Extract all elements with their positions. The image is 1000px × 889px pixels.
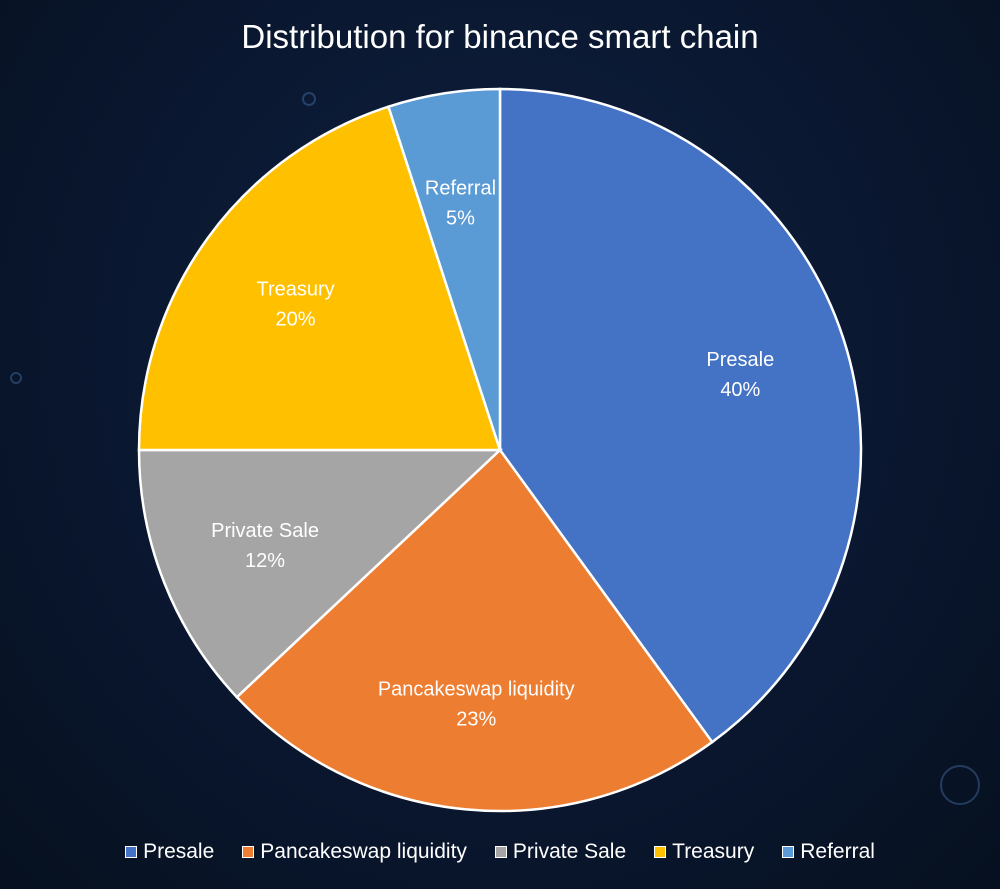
legend-item: Referral <box>782 840 875 864</box>
legend-item: Pancakeswap liquidity <box>242 840 467 864</box>
slice-value-label: 20% <box>276 308 316 330</box>
pie-slice-pancakeswap-liquidity <box>235 448 714 813</box>
slice-category-label: Presale <box>706 349 774 371</box>
slice-category-label: Referral <box>425 177 496 199</box>
chart-legend: Presale Pancakeswap liquidity Private Sale… <box>0 840 1000 864</box>
slice-value-label: 23% <box>456 709 496 731</box>
slice-category-label: Private Sale <box>211 520 319 542</box>
slice-category-label: Pancakeswap liquidity <box>378 679 575 701</box>
legend-item: Private Sale <box>494 840 627 864</box>
legend-swatch <box>782 846 795 858</box>
slice-value-label: 12% <box>245 550 285 572</box>
background-bubble <box>10 372 22 384</box>
slice-value-label: 40% <box>720 379 760 401</box>
legend-label: Referral <box>800 840 875 863</box>
legend-swatch <box>125 846 138 858</box>
legend-label: Pancakeswap liquidity <box>260 840 467 863</box>
background-bubble <box>940 765 980 805</box>
legend-label: Private Sale <box>512 840 627 863</box>
pie-slice-private-sale <box>137 448 504 699</box>
legend-label: Presale <box>143 840 215 863</box>
legend-item: Treasury <box>654 840 754 864</box>
chart-title: Distribution for binance smart chain <box>241 18 759 55</box>
legend-swatch <box>654 846 667 858</box>
legend-swatch <box>494 846 507 858</box>
pie-slice-referral <box>386 87 502 451</box>
background-bubble <box>302 92 316 106</box>
legend-item: Presale <box>125 840 214 864</box>
pie-slice-treasury <box>137 105 502 452</box>
slice-category-label: Treasury <box>256 278 334 300</box>
pie-slice-presale <box>498 87 863 744</box>
legend-label: Treasury <box>672 840 755 863</box>
legend-swatch <box>242 846 255 858</box>
slice-value-label: 5% <box>446 207 475 229</box>
